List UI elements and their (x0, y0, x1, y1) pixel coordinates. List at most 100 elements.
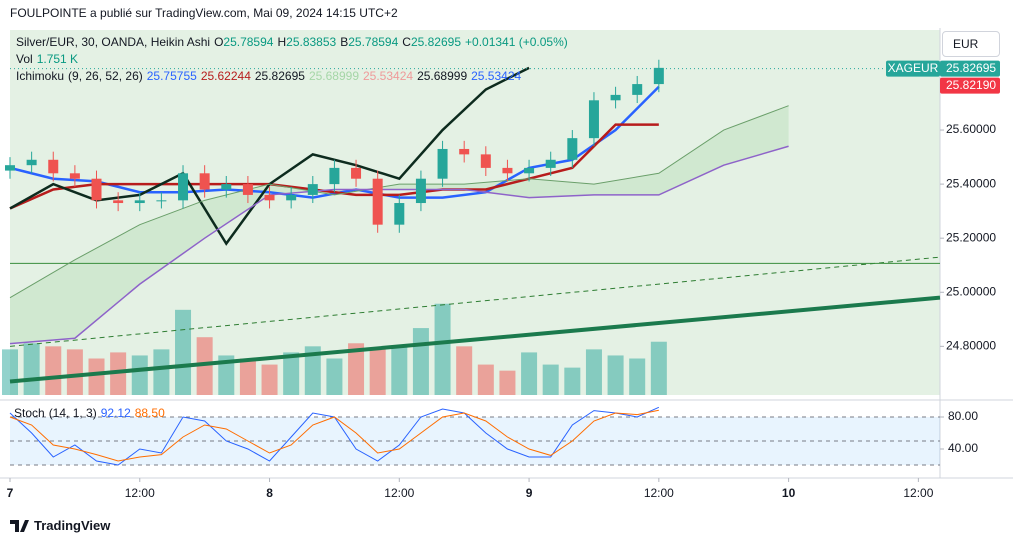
candle-body (113, 200, 124, 204)
y-tick-label: 25.40000 (946, 176, 996, 190)
logo (10, 520, 29, 532)
x-tick-label: 10 (782, 486, 796, 500)
change: +0.01341 (+0.05%) (465, 35, 568, 49)
ohlc-value: 25.78594 (348, 35, 399, 49)
candle-body (610, 94, 621, 101)
candle-body (156, 200, 167, 202)
candle-body (437, 148, 448, 179)
indicator-value: 25.82695 (254, 69, 305, 83)
volume-bar (23, 343, 40, 395)
volume-bar (607, 355, 624, 395)
candle-body (221, 184, 232, 190)
indicator-value: 25.75755 (146, 69, 197, 83)
volume-value: 1.751 K (36, 52, 79, 66)
volume-bar (218, 355, 235, 395)
candle-body (134, 200, 145, 204)
volume-bar (564, 367, 581, 395)
candle-body (5, 165, 15, 171)
y-tick-label: 25.00000 (946, 284, 996, 298)
stoch-line (9, 409, 659, 462)
ohlc-item: H25.83853 (277, 35, 336, 49)
indicator-value: 25.53424 (471, 69, 522, 83)
indicator-value: 25.68999 (417, 69, 468, 83)
price-tag: 25.82190 (946, 78, 996, 92)
volume-bar (261, 364, 278, 395)
volume-bar (456, 346, 473, 395)
volume-bar (391, 346, 408, 395)
ohlc-key: O (214, 35, 224, 49)
stoch-background (10, 405, 940, 468)
ohlc-key: C (402, 35, 411, 49)
price-tag: 25.82695 (946, 61, 996, 75)
indicator-value: 25.62244 (200, 69, 251, 83)
volume-bar (521, 352, 538, 395)
ichimoku-cloud (10, 105, 789, 344)
x-tick-label: 7 (7, 486, 14, 500)
plot-background (10, 30, 940, 395)
volume-bar (412, 328, 429, 395)
symbol-tag: XAGEUR (888, 61, 939, 75)
candle-body (459, 148, 470, 155)
volume-bar (175, 309, 192, 395)
y-tick-label: 80.00 (948, 409, 978, 423)
volume-bar (585, 349, 602, 395)
indicator-name: Ichimoku (16, 69, 65, 83)
volume-bar (499, 370, 516, 395)
candle-body (394, 203, 405, 225)
volume-bar (326, 358, 343, 395)
x-tick-label: 8 (266, 486, 273, 500)
candle-body (91, 178, 102, 201)
candle-body (415, 178, 426, 204)
currency-button[interactable]: EUR (942, 31, 1000, 57)
candle-body (545, 159, 556, 168)
x-tick-label: 12:00 (644, 486, 674, 500)
stoch-value: 88.50 (134, 406, 165, 420)
ohlc-key: B (340, 35, 349, 49)
price-tag-bg (940, 60, 1000, 77)
volume-bar (2, 349, 18, 395)
stoch-value: 92.12 (100, 406, 131, 420)
x-tick-label: 12:00 (384, 486, 414, 500)
y-tick-label: 40.00 (948, 441, 978, 455)
ohlc-item: O25.78594 (214, 35, 273, 49)
volume-label: Vol (16, 52, 33, 66)
candle-body (178, 173, 189, 201)
stoch-legend: Stoch (14, 1, 3) 92.12 88.50 (14, 406, 165, 420)
ichimoku-legend: Ichimoku (9, 26, 52, 26) 25.75755 25.6224… (16, 69, 521, 83)
volume-bar (434, 303, 451, 395)
candle-body (480, 154, 491, 168)
trend-line (9, 295, 941, 384)
volume-bar (283, 352, 300, 395)
candle-body (372, 178, 383, 225)
volume-bar (477, 364, 494, 395)
candle-body (26, 159, 37, 166)
candle-body (632, 84, 643, 95)
indicator-value: 25.53424 (363, 69, 414, 83)
volume-bar (369, 349, 386, 395)
ohlc-legend: O25.78594 H25.83853 B25.78594 C25.82695 (214, 35, 461, 49)
y-tick-label: 24.80000 (946, 339, 996, 353)
candle-body (329, 167, 340, 185)
candle-body (567, 138, 578, 160)
volume-bar (629, 358, 646, 395)
candle-body (286, 194, 297, 201)
volume-legend: Vol 1.751 K (16, 52, 78, 66)
candle-body (264, 194, 275, 201)
candle-body (588, 100, 599, 139)
volume-bar (153, 349, 170, 395)
volume-bar (239, 358, 256, 395)
candle-body (351, 167, 362, 179)
y-tick-label: 25.60000 (946, 122, 996, 136)
stoch-params: (14, 1, 3) (48, 406, 97, 420)
y-tick-label: 25.20000 (946, 230, 996, 244)
symbol-legend: Silver/EUR, 30, OANDA, Heikin Ashi O25.7… (16, 35, 568, 49)
volume-bar (304, 346, 321, 395)
candle-body (242, 184, 253, 195)
ohlc-key: H (277, 35, 287, 49)
candle-body (653, 67, 664, 85)
volume-bar (650, 341, 667, 395)
ohlc-item: B25.78594 (340, 35, 398, 49)
volume-bar (45, 346, 62, 395)
ohlc-item: C25.82695 (402, 35, 461, 49)
indicator-params: (9, 26, 52, 26) (68, 69, 143, 83)
